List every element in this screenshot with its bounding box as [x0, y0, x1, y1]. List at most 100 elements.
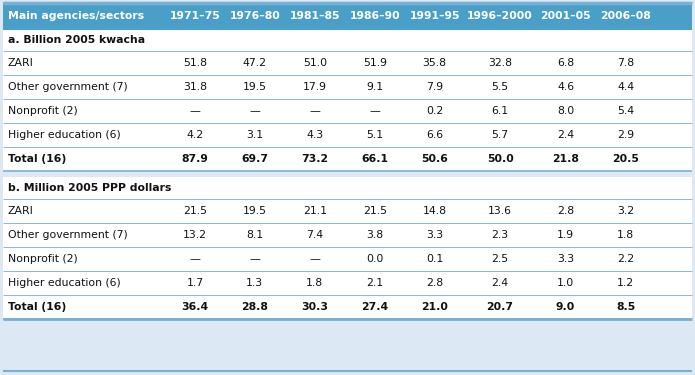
Text: 2.1: 2.1: [366, 278, 383, 288]
Text: 51.9: 51.9: [363, 58, 386, 68]
Text: 1971–75: 1971–75: [170, 11, 220, 21]
Text: 50.0: 50.0: [486, 154, 514, 164]
Text: 2.5: 2.5: [491, 254, 509, 264]
Text: 2.8: 2.8: [557, 206, 574, 216]
Bar: [3, 295, 692, 319]
Text: —: —: [309, 254, 320, 264]
Text: 4.2: 4.2: [186, 130, 204, 140]
Text: 8.5: 8.5: [616, 302, 635, 312]
Text: 1.2: 1.2: [617, 278, 634, 288]
Text: ZARI: ZARI: [8, 58, 34, 68]
Text: 17.9: 17.9: [303, 82, 327, 92]
Bar: [3, 177, 692, 199]
Text: —: —: [190, 106, 200, 116]
Text: 27.4: 27.4: [361, 302, 389, 312]
Text: 2.8: 2.8: [426, 278, 443, 288]
Text: —: —: [250, 254, 260, 264]
Text: 0.2: 0.2: [426, 106, 443, 116]
Bar: [3, 199, 692, 223]
Text: 2.2: 2.2: [617, 254, 634, 264]
Bar: [3, 123, 692, 147]
Text: 51.0: 51.0: [303, 58, 327, 68]
Text: 2.4: 2.4: [557, 130, 574, 140]
Text: —: —: [250, 106, 260, 116]
Text: 1996–2000: 1996–2000: [467, 11, 533, 21]
Text: 20.7: 20.7: [486, 302, 514, 312]
Text: 87.9: 87.9: [181, 154, 208, 164]
Text: 4.3: 4.3: [306, 130, 323, 140]
Text: 13.6: 13.6: [488, 206, 512, 216]
Bar: [3, 75, 692, 99]
Bar: [3, 295, 692, 319]
Text: 0.1: 0.1: [426, 254, 443, 264]
Bar: [3, 99, 692, 123]
Text: 7.4: 7.4: [306, 230, 323, 240]
Bar: [3, 271, 692, 295]
Text: 5.4: 5.4: [617, 106, 634, 116]
Text: 69.7: 69.7: [241, 154, 268, 164]
Text: 8.1: 8.1: [246, 230, 263, 240]
Bar: [3, 51, 692, 75]
Text: 1.8: 1.8: [306, 278, 323, 288]
Text: 2.3: 2.3: [491, 230, 509, 240]
Bar: [3, 29, 692, 51]
Text: ZARI: ZARI: [8, 206, 34, 216]
Text: 1991–95: 1991–95: [409, 11, 460, 21]
Text: 73.2: 73.2: [301, 154, 328, 164]
Text: Total (16): Total (16): [8, 154, 66, 164]
Text: 47.2: 47.2: [243, 58, 267, 68]
Bar: [3, 123, 692, 147]
Bar: [3, 75, 692, 99]
Text: 1976–80: 1976–80: [229, 11, 280, 21]
Text: 7.9: 7.9: [426, 82, 443, 92]
Text: 19.5: 19.5: [243, 82, 267, 92]
Text: 14.8: 14.8: [423, 206, 447, 216]
Text: 21.8: 21.8: [552, 154, 579, 164]
Text: 31.8: 31.8: [183, 82, 207, 92]
Text: 7.8: 7.8: [617, 58, 634, 68]
Bar: [3, 147, 692, 171]
Text: 5.5: 5.5: [491, 82, 509, 92]
Text: 21.1: 21.1: [303, 206, 327, 216]
Text: 5.7: 5.7: [491, 130, 509, 140]
Text: 6.1: 6.1: [491, 106, 509, 116]
Text: 20.5: 20.5: [612, 154, 639, 164]
Bar: [3, 99, 692, 123]
Text: 35.8: 35.8: [423, 58, 447, 68]
Bar: [3, 177, 692, 199]
Text: Other government (7): Other government (7): [8, 230, 128, 240]
Bar: [3, 51, 692, 75]
Text: Nonprofit (2): Nonprofit (2): [8, 254, 78, 264]
Text: 4.6: 4.6: [557, 82, 574, 92]
Text: 1.0: 1.0: [557, 278, 574, 288]
Text: Nonprofit (2): Nonprofit (2): [8, 106, 78, 116]
Text: 8.0: 8.0: [557, 106, 574, 116]
Text: —: —: [309, 106, 320, 116]
Bar: [3, 271, 692, 295]
Bar: [3, 199, 692, 223]
Text: 1986–90: 1986–90: [350, 11, 400, 21]
Bar: [3, 223, 692, 247]
Bar: [3, 29, 692, 51]
Text: 21.0: 21.0: [421, 302, 448, 312]
Text: b. Million 2005 PPP dollars: b. Million 2005 PPP dollars: [8, 183, 172, 193]
Text: 6.8: 6.8: [557, 58, 574, 68]
Text: 1981–85: 1981–85: [290, 11, 340, 21]
Text: 51.8: 51.8: [183, 58, 207, 68]
Text: Total (16): Total (16): [8, 302, 66, 312]
Bar: [3, 147, 692, 171]
Bar: [3, 247, 692, 271]
Text: 1.8: 1.8: [617, 230, 634, 240]
Text: 9.1: 9.1: [366, 82, 383, 92]
Text: 0.0: 0.0: [366, 254, 384, 264]
Text: 1.7: 1.7: [186, 278, 204, 288]
Text: 21.5: 21.5: [183, 206, 207, 216]
Text: 5.1: 5.1: [366, 130, 383, 140]
Text: 3.2: 3.2: [617, 206, 634, 216]
Text: 4.4: 4.4: [617, 82, 634, 92]
Text: 13.2: 13.2: [183, 230, 207, 240]
Text: —: —: [369, 106, 380, 116]
Bar: [3, 247, 692, 271]
Text: 30.3: 30.3: [301, 302, 328, 312]
Text: Main agencies/sectors: Main agencies/sectors: [8, 11, 144, 21]
